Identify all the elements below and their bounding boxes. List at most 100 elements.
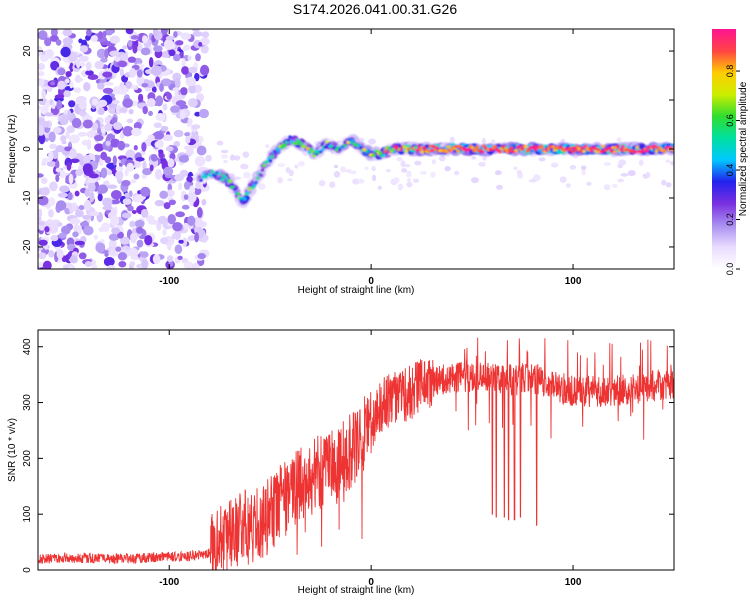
noise-blob [83,81,91,92]
noise-blob [277,176,284,184]
noise-blob [59,185,70,193]
spectrogram-x-axis: -100 0 100 [159,29,582,287]
noise-blob [40,177,48,185]
noise-blob [182,237,188,248]
signal-segment [199,178,204,183]
noise-blob [121,179,131,187]
signal-segment [570,150,575,154]
noise-blob [111,227,121,235]
noise-blob [160,125,169,132]
signal-segment [265,160,270,164]
noise-blob [167,213,176,225]
noise-blob [104,116,111,124]
noise-blob [98,107,105,116]
noise-blob [151,86,157,93]
noise-blob [56,249,64,259]
signal-segment [247,187,252,191]
signal-segment [197,175,202,179]
noise-blob [603,184,611,191]
noise-blob [97,82,105,90]
signal-segment [283,144,287,148]
noise-blob [41,89,46,99]
signal-segment [493,144,497,149]
noise-blob [162,228,167,236]
noise-blob [81,39,88,47]
snr-series-line [38,337,674,570]
noise-blob [173,141,181,147]
noise-blob [55,167,62,173]
noise-blob [88,182,96,193]
noise-blob [67,191,73,201]
noise-blob [496,184,503,190]
signal-segment [399,147,404,152]
noise-blob [159,83,164,92]
noise-blob [122,198,132,205]
noise-blob [187,215,196,227]
noise-blob [133,173,140,180]
noise-blob [430,171,436,178]
noise-blob [665,182,672,188]
noise-blob [136,69,143,78]
noise-blob [154,199,165,207]
signal-segment [299,142,304,146]
signal-segment [404,149,409,154]
noise-blob [122,98,134,108]
noise-blob [139,251,149,258]
noise-blob [105,29,113,36]
signal-segment [470,146,475,150]
noise-blob [154,140,163,149]
noise-blob [168,49,176,57]
noise-blob [50,235,59,242]
snr-y-label: SNR (10 * v/v) [7,418,18,482]
signal-segment [473,148,478,152]
noise-blob [158,149,164,154]
noise-blob [78,252,87,260]
noise-blob [57,192,68,198]
noise-blob [59,169,66,179]
noise-blob [180,32,192,40]
noise-blob [110,207,117,219]
noise-blob [454,170,460,176]
noise-blob [163,202,171,210]
noise-blob [177,255,183,261]
noise-blob [111,100,120,105]
noise-blob [420,170,427,175]
noise-blob [69,217,81,225]
noise-blob [397,183,404,191]
noise-blob [167,158,175,168]
noise-blob [52,149,59,160]
signal-segment [654,149,659,153]
signal-segment [551,145,556,149]
signal-segment [574,148,578,152]
noise-blob [174,244,183,255]
noise-blob [130,235,137,244]
noise-blob [69,148,77,159]
noise-blob [119,53,129,61]
noise-blob [127,205,134,212]
noise-blob [193,187,202,196]
snr-x-axis: -100 0 100 [159,330,582,588]
noise-blob [64,56,69,64]
noise-blob [117,60,128,68]
noise-blob [130,261,136,267]
noise-blob [105,140,111,146]
noise-blob [396,156,403,162]
noise-blob [191,262,200,269]
noise-blob [141,259,149,269]
noise-blob [191,124,201,130]
noise-blob [75,58,81,69]
noise-blob [216,140,224,146]
noise-blob [140,208,149,218]
noise-blob [183,194,189,200]
signal-segment [578,149,583,153]
noise-blob [125,81,132,89]
noise-blob [71,117,82,129]
noise-blob [340,166,347,173]
noise-blob [125,29,134,35]
noise-blob [180,87,188,96]
signal-segment [430,149,434,153]
noise-blob [93,134,104,142]
signal-segment [446,145,451,149]
signal-segment [444,150,449,154]
